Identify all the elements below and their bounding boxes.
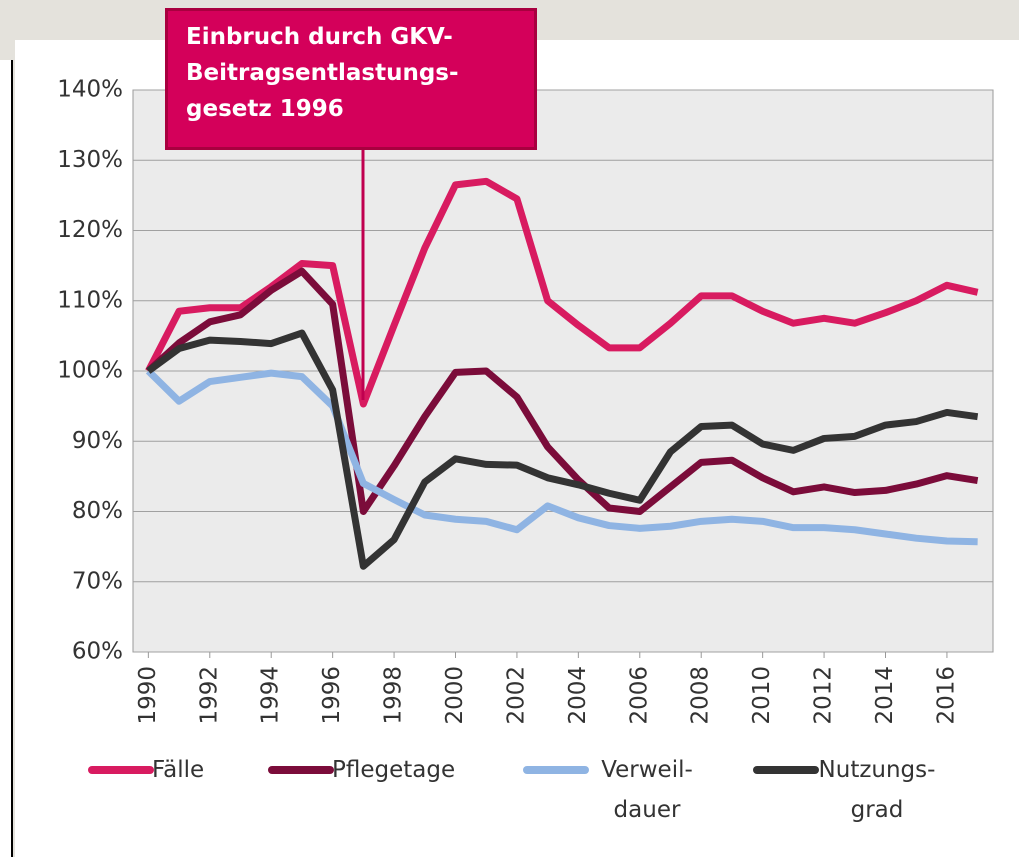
legend-label: Nutzungs-grad <box>818 757 936 823</box>
annotation: Einbruch durch GKV-Beitragsentlastungs-g… <box>165 8 537 150</box>
x-tick-label: 2014 <box>872 666 898 725</box>
x-tick-label: 2004 <box>565 666 591 725</box>
x-tick-label: 2006 <box>626 666 652 725</box>
legend-label: Fälle <box>152 757 205 783</box>
x-tick-label: 1992 <box>196 666 222 725</box>
side-table <box>0 60 13 857</box>
x-tick-label: 2016 <box>933 666 959 725</box>
x-tick-label: 1994 <box>258 666 284 725</box>
x-tick-label: 2000 <box>442 666 468 725</box>
x-tick-label: 1996 <box>319 666 345 725</box>
series-line <box>145 368 978 546</box>
x-tick-label: 1998 <box>381 666 407 725</box>
legend-label: Verweil-dauer <box>601 757 693 823</box>
x-tick-label: 1990 <box>135 666 161 725</box>
series-line <box>146 329 979 570</box>
y-tick-label: 100% <box>57 358 123 384</box>
x-tick-label: 2012 <box>811 666 837 725</box>
y-tick-label: 120% <box>57 217 123 243</box>
legend-label: Pflegetage <box>332 757 456 783</box>
y-tick-label: 60% <box>72 639 123 665</box>
y-tick-label: 140% <box>57 77 123 103</box>
y-tick-label: 80% <box>72 498 123 524</box>
x-tick-label: 2010 <box>749 666 775 725</box>
x-tick-label: 2008 <box>688 666 714 725</box>
series-line <box>145 177 979 408</box>
y-tick-label: 70% <box>72 568 123 594</box>
x-tick-label: 2002 <box>503 666 529 725</box>
y-tick-label: 130% <box>57 147 123 173</box>
y-tick-label: 90% <box>72 428 123 454</box>
series-line <box>145 267 979 515</box>
y-tick-label: 110% <box>57 287 123 313</box>
